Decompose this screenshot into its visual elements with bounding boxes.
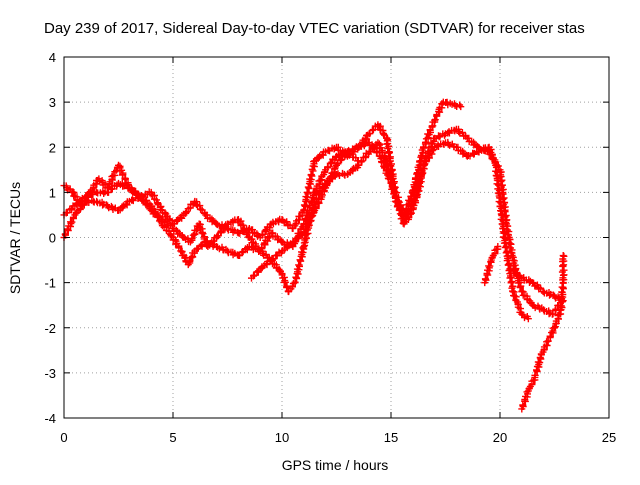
- series-markers: [250, 148, 362, 280]
- series-markers: [481, 245, 502, 284]
- series-track-4: [247, 148, 362, 282]
- y-tick-label: -1: [44, 276, 56, 291]
- series-markers: [509, 265, 566, 304]
- x-tick-label: 0: [60, 430, 67, 445]
- series-track-3: [60, 138, 532, 323]
- x-tick-label: 20: [493, 430, 507, 445]
- y-axis-label: SDTVAR / TECUs: [7, 182, 23, 294]
- y-tick-label: -2: [44, 321, 56, 336]
- x-tick-label: 10: [275, 430, 289, 445]
- series-track-6: [518, 252, 568, 413]
- y-tick-label: -3: [44, 366, 56, 381]
- series-markers: [519, 252, 568, 410]
- series-track-7: [507, 265, 567, 305]
- series-markers: [62, 138, 531, 322]
- data-layer: [60, 98, 568, 413]
- y-tick-label: -4: [44, 411, 56, 426]
- chart-title: Day 239 of 2017, Sidereal Day-to-day VTE…: [44, 20, 585, 37]
- y-tick-label: 2: [49, 140, 56, 155]
- x-axis-label: GPS time / hours: [282, 457, 389, 473]
- x-tick-label: 25: [602, 430, 616, 445]
- grid: [64, 57, 609, 418]
- y-tick-label: 3: [49, 95, 56, 110]
- y-tick-label: 1: [49, 185, 56, 200]
- ticks: 0 5 10 15 20 25 -4 -3 -2 -1 0 1 2 3 4: [44, 50, 616, 445]
- y-tick-label: 0: [49, 231, 56, 246]
- data-point: [224, 247, 231, 255]
- data-point: [311, 188, 319, 196]
- y-tick-label: 4: [49, 50, 56, 65]
- series-track-5: [481, 243, 502, 287]
- x-tick-label: 5: [169, 430, 176, 445]
- x-tick-label: 15: [384, 430, 398, 445]
